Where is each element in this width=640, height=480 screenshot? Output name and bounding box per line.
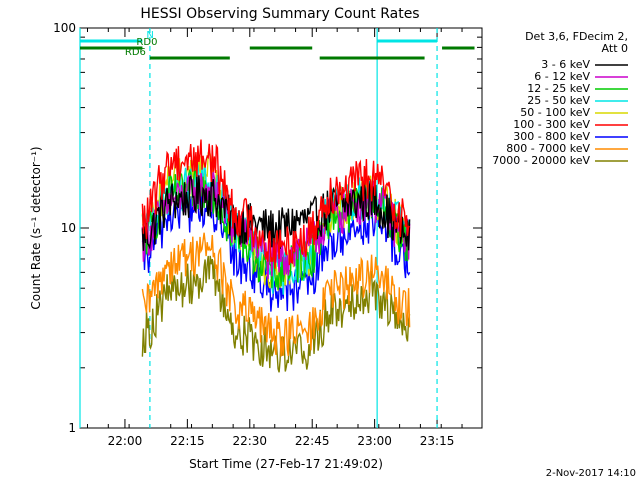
y-tick-label: 100 xyxy=(53,21,76,35)
x-tick-label: 23:15 xyxy=(420,434,455,448)
series-line xyxy=(141,171,411,280)
x-tick-label: 23:00 xyxy=(357,434,392,448)
flag-label-rd0: RD0 xyxy=(136,37,157,48)
x-tick-label: 22:30 xyxy=(232,434,267,448)
series-line xyxy=(141,232,411,357)
legend-label: 7000 - 20000 keV xyxy=(492,154,590,167)
footer-date: 2-Nov-2017 14:10 xyxy=(546,468,636,479)
series-line xyxy=(141,139,410,269)
legend-label: 300 - 800 keV xyxy=(513,130,590,143)
flag-label-rd6: RD6 xyxy=(125,47,146,58)
legend-header-line1: Det 3,6, FDecim 2, xyxy=(525,30,628,43)
x-tick-label: 22:15 xyxy=(170,434,205,448)
y-axis-label: Count Rate (s⁻¹ detector⁻¹) xyxy=(29,146,43,309)
legend-label: 25 - 50 keV xyxy=(527,94,590,107)
legend-label: 6 - 12 keV xyxy=(534,70,590,83)
x-tick-label: 22:45 xyxy=(295,434,330,448)
legend-label: 12 - 25 keV xyxy=(527,82,590,95)
plot-area: 1 10 100 22:00 22:15 22:30 22:45 23:00 23:15 NRD0… xyxy=(53,21,482,448)
y-tick-label: 10 xyxy=(61,221,76,235)
x-axis-label: Start Time (27-Feb-17 21:49:02) xyxy=(189,457,383,471)
legend-label: 3 - 6 keV xyxy=(541,58,590,71)
flag-label-n: N xyxy=(146,30,153,41)
legend-label: 800 - 7000 keV xyxy=(506,142,590,155)
y-tick-label: 1 xyxy=(68,421,76,435)
legend-label: 50 - 100 keV xyxy=(520,106,590,119)
series-line xyxy=(141,175,411,251)
x-tick-label: 22:00 xyxy=(108,434,143,448)
legend-header-line2: Att 0 xyxy=(602,42,628,55)
legend-label: 100 - 300 keV xyxy=(513,118,590,131)
chart-title: HESSI Observing Summary Count Rates xyxy=(140,6,419,22)
